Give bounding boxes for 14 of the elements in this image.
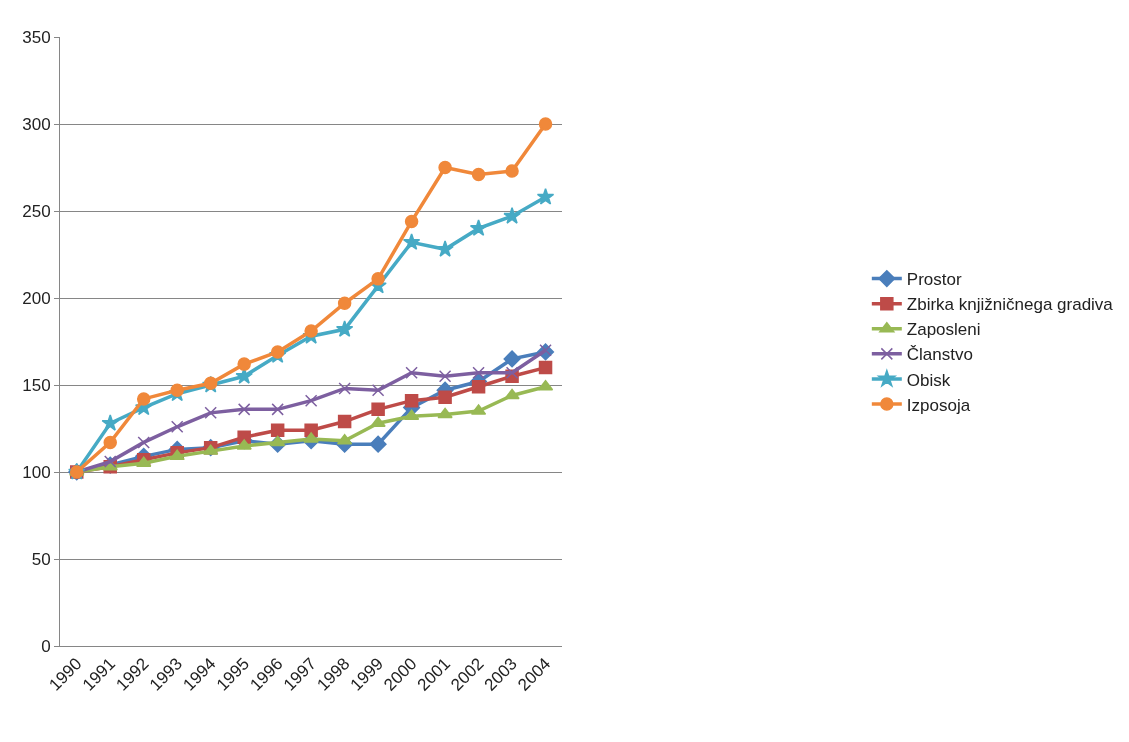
y-tick-label: 50 <box>31 549 51 569</box>
y-tick-label: 100 <box>22 462 51 482</box>
legend-label: Članstvo <box>906 345 973 365</box>
y-tick-label: 350 <box>22 27 51 47</box>
y-tick-label: 250 <box>22 201 51 221</box>
legend-label: Obisk <box>906 370 951 390</box>
legend-label: Prostor <box>906 270 962 290</box>
legend-label: Zbirka knjižničnega gradiva <box>906 295 1114 315</box>
legend-label: Izposoja <box>906 395 971 415</box>
y-tick-label: 200 <box>22 288 51 308</box>
legend-label: Zaposleni <box>906 320 981 340</box>
y-tick-label: 150 <box>22 375 51 395</box>
y-tick-label: 0 <box>41 636 51 656</box>
y-tick-label: 300 <box>22 114 51 134</box>
